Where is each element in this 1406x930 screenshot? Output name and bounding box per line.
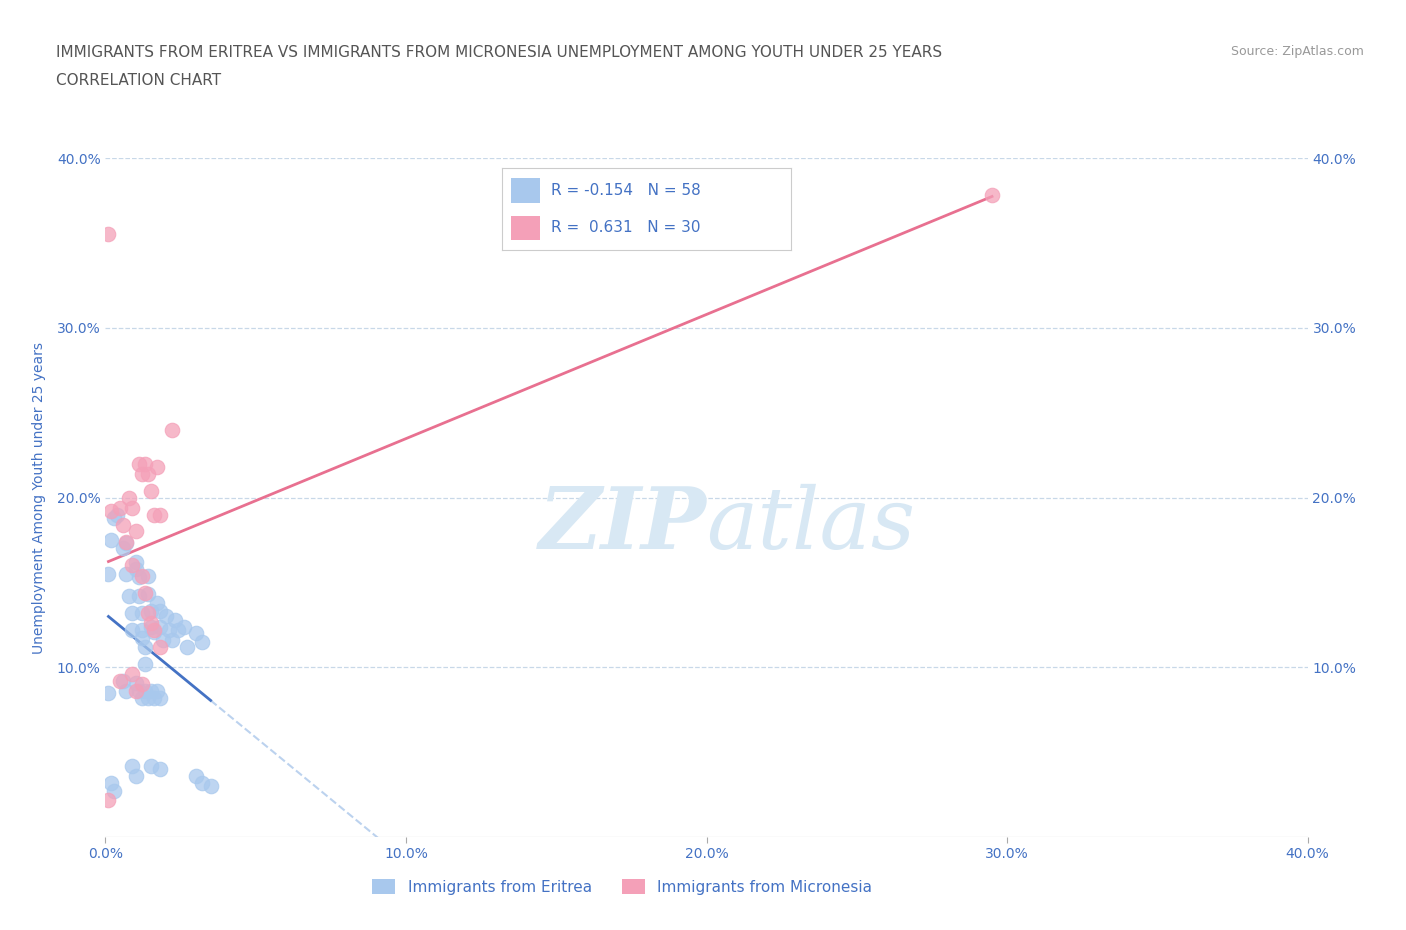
Point	[124, 684, 146, 698]
Point	[103, 784, 125, 799]
Point	[145, 595, 167, 610]
Point	[142, 690, 165, 705]
Legend: Immigrants from Eritrea, Immigrants from Micronesia: Immigrants from Eritrea, Immigrants from…	[367, 872, 879, 900]
Point	[112, 517, 135, 532]
Point	[100, 776, 122, 790]
Point	[121, 500, 143, 515]
Point	[160, 632, 183, 647]
Text: atlas: atlas	[707, 484, 915, 566]
Point	[107, 507, 129, 522]
Point	[131, 622, 153, 637]
Point	[121, 605, 143, 620]
Text: IMMIGRANTS FROM ERITREA VS IMMIGRANTS FROM MICRONESIA UNEMPLOYMENT AMONG YOUTH U: IMMIGRANTS FROM ERITREA VS IMMIGRANTS FR…	[56, 45, 942, 60]
Text: CORRELATION CHART: CORRELATION CHART	[56, 73, 221, 88]
Point	[981, 188, 1004, 203]
Point	[103, 511, 125, 525]
Point	[145, 684, 167, 698]
Point	[124, 554, 146, 569]
Point	[148, 640, 170, 655]
Point	[115, 684, 138, 698]
Point	[112, 673, 135, 688]
Point	[136, 466, 159, 481]
Point	[128, 589, 150, 604]
Point	[139, 604, 162, 618]
Point	[157, 622, 180, 637]
Point	[124, 562, 146, 577]
Point	[152, 632, 174, 647]
Point	[128, 684, 150, 698]
Point	[134, 640, 156, 655]
Point	[131, 605, 153, 620]
Point	[163, 612, 186, 627]
Point	[121, 667, 143, 682]
Point	[184, 768, 207, 783]
Point	[131, 631, 153, 645]
Point	[97, 685, 120, 700]
Point	[142, 622, 165, 637]
Point	[97, 566, 120, 581]
Point	[155, 609, 177, 624]
Point	[128, 570, 150, 585]
Text: Source: ZipAtlas.com: Source: ZipAtlas.com	[1230, 45, 1364, 58]
Point	[166, 622, 188, 637]
Point	[190, 634, 212, 649]
Text: ZIP: ZIP	[538, 483, 707, 566]
Point	[148, 619, 170, 634]
Point	[160, 422, 183, 437]
Point	[190, 776, 212, 790]
Point	[118, 490, 141, 505]
Point	[134, 684, 156, 698]
Point	[142, 624, 165, 639]
Point	[124, 768, 146, 783]
Y-axis label: Unemployment Among Youth under 25 years: Unemployment Among Youth under 25 years	[31, 341, 45, 654]
Point	[115, 566, 138, 581]
Point	[97, 792, 120, 807]
Point	[142, 507, 165, 522]
Point	[200, 778, 222, 793]
Point	[148, 507, 170, 522]
Point	[145, 459, 167, 474]
Point	[131, 568, 153, 583]
Point	[115, 534, 138, 549]
Point	[121, 758, 143, 773]
Point	[134, 457, 156, 472]
Point	[110, 500, 132, 515]
Point	[131, 466, 153, 481]
Point	[115, 536, 138, 551]
Point	[139, 684, 162, 698]
Point	[148, 604, 170, 618]
Point	[136, 690, 159, 705]
Point	[139, 616, 162, 631]
Point	[124, 525, 146, 539]
Point	[134, 657, 156, 671]
Point	[136, 568, 159, 583]
Point	[124, 675, 146, 690]
Point	[176, 640, 198, 655]
Point	[112, 541, 135, 556]
Point	[139, 619, 162, 634]
Point	[128, 457, 150, 472]
Point	[100, 504, 122, 519]
Point	[121, 622, 143, 637]
Point	[134, 585, 156, 600]
Point	[97, 227, 120, 242]
Point	[139, 484, 162, 498]
Point	[136, 587, 159, 602]
Point	[131, 690, 153, 705]
Point	[148, 762, 170, 777]
Point	[118, 589, 141, 604]
Point	[184, 626, 207, 641]
Point	[121, 558, 143, 573]
Point	[100, 533, 122, 548]
Point	[139, 758, 162, 773]
Point	[110, 673, 132, 688]
Point	[173, 619, 195, 634]
Point	[148, 690, 170, 705]
Point	[136, 605, 159, 620]
Point	[131, 677, 153, 692]
